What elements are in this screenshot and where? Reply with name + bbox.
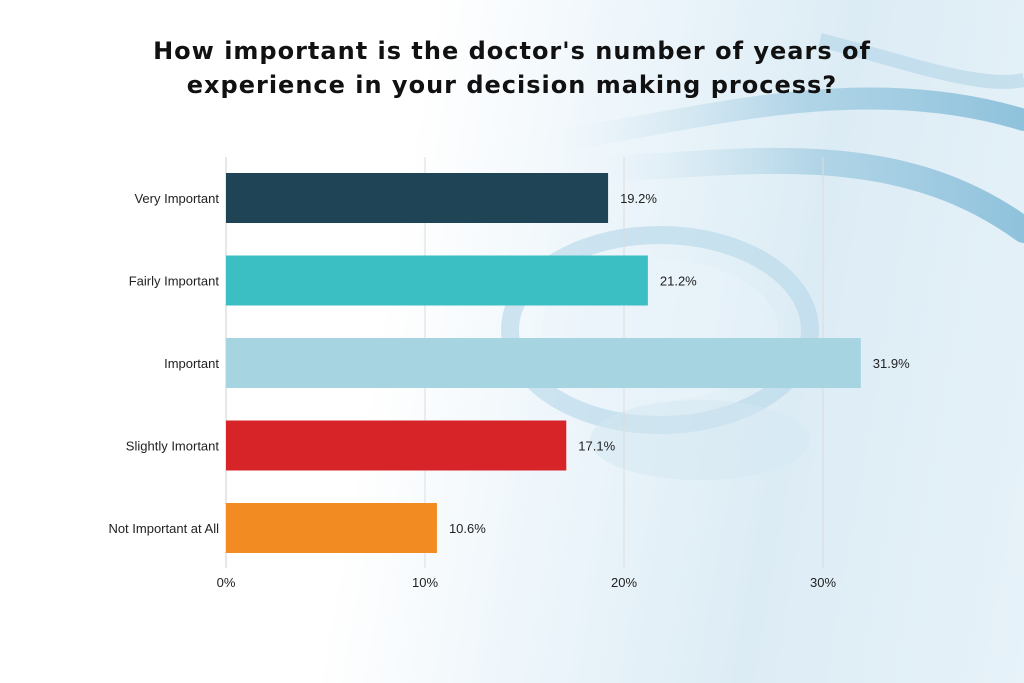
data-label: 19.2% bbox=[620, 191, 657, 206]
bar bbox=[226, 255, 648, 306]
bar bbox=[226, 420, 567, 471]
data-label: 10.6% bbox=[449, 521, 486, 536]
category-label: Not Important at All bbox=[108, 521, 219, 536]
data-label: 21.2% bbox=[660, 274, 697, 289]
chart-title: How important is the doctor's number of … bbox=[153, 37, 871, 99]
x-tick-labels: 0% 10% 20% 30% bbox=[217, 575, 837, 590]
x-tick-label: 10% bbox=[412, 575, 438, 590]
bar bbox=[226, 503, 437, 553]
bar bbox=[226, 173, 609, 223]
bars bbox=[226, 173, 861, 553]
x-tick-label: 0% bbox=[217, 575, 236, 590]
category-label: Fairly Important bbox=[129, 274, 220, 289]
x-tick-label: 20% bbox=[611, 575, 637, 590]
data-label: 31.9% bbox=[873, 356, 910, 371]
bar bbox=[226, 338, 861, 388]
category-labels: Very Important Fairly Important Important S… bbox=[108, 191, 219, 536]
category-label: Very Important bbox=[134, 191, 219, 206]
category-label: Slightly Imortant bbox=[126, 439, 220, 454]
data-label: 17.1% bbox=[578, 439, 615, 454]
x-tick-label: 30% bbox=[810, 575, 836, 590]
value-labels: 19.2% 21.2% 31.9% 17.1% 10.6% bbox=[449, 191, 910, 536]
category-label: Important bbox=[164, 356, 219, 371]
